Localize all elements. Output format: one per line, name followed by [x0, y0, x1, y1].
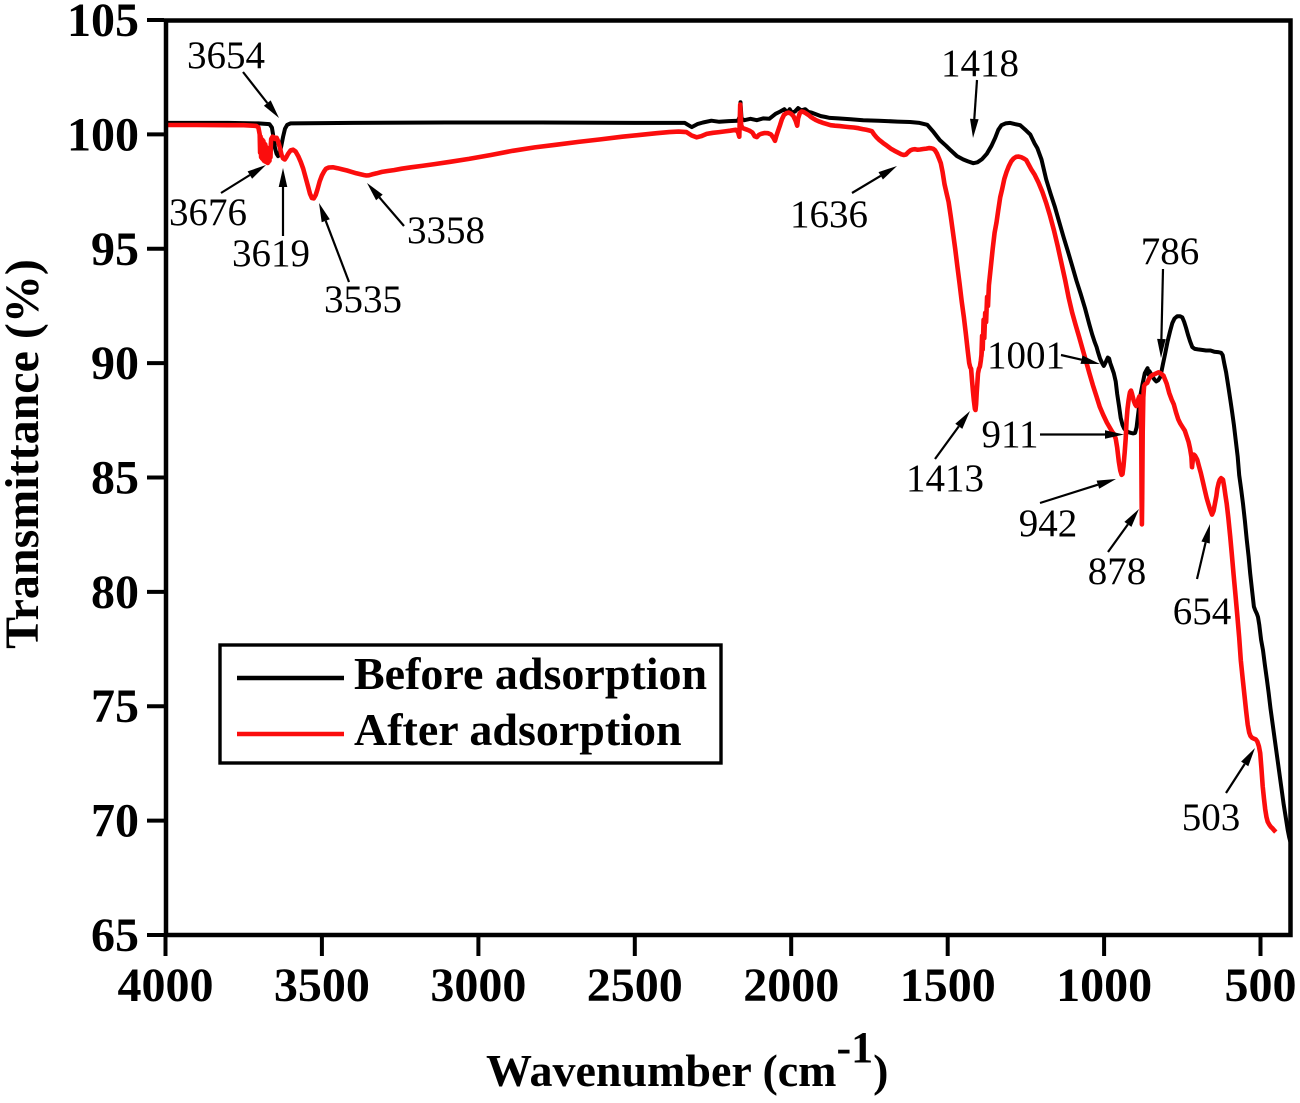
svg-text:1500: 1500 — [900, 959, 996, 1012]
svg-text:1636: 1636 — [790, 193, 868, 236]
svg-text:1001: 1001 — [987, 334, 1065, 377]
svg-text:3619: 3619 — [232, 232, 310, 275]
svg-text:65: 65 — [91, 909, 139, 962]
svg-text:90: 90 — [91, 337, 139, 390]
svg-text:3000: 3000 — [430, 959, 526, 1012]
svg-text:100: 100 — [67, 108, 139, 161]
svg-text:70: 70 — [91, 795, 139, 848]
svg-text:942: 942 — [1019, 502, 1078, 545]
svg-text:2500: 2500 — [587, 959, 683, 1012]
svg-text:Before adsorption: Before adsorption — [354, 648, 707, 699]
svg-text:2000: 2000 — [743, 959, 839, 1012]
svg-text:3358: 3358 — [407, 209, 485, 252]
svg-text:After adsorption: After adsorption — [354, 704, 682, 755]
svg-text:3500: 3500 — [274, 959, 370, 1012]
svg-text:911: 911 — [981, 413, 1038, 456]
svg-text:3535: 3535 — [324, 278, 402, 321]
svg-text:878: 878 — [1088, 550, 1147, 593]
svg-text:503: 503 — [1182, 796, 1241, 839]
svg-text:1413: 1413 — [906, 457, 984, 500]
svg-text:85: 85 — [91, 452, 139, 505]
svg-text:1000: 1000 — [1056, 959, 1152, 1012]
svg-text:80: 80 — [91, 566, 139, 619]
svg-text:1418: 1418 — [941, 42, 1019, 85]
svg-text:786: 786 — [1141, 230, 1200, 273]
svg-text:95: 95 — [91, 223, 139, 276]
svg-text:105: 105 — [67, 0, 139, 47]
svg-text:654: 654 — [1173, 590, 1232, 633]
svg-text:4000: 4000 — [118, 959, 214, 1012]
svg-text:500: 500 — [1225, 959, 1297, 1012]
svg-text:Transmittance (%): Transmittance (%) — [0, 259, 49, 649]
svg-text:3654: 3654 — [187, 34, 265, 77]
svg-text:3676: 3676 — [169, 191, 247, 234]
svg-text:75: 75 — [91, 680, 139, 733]
